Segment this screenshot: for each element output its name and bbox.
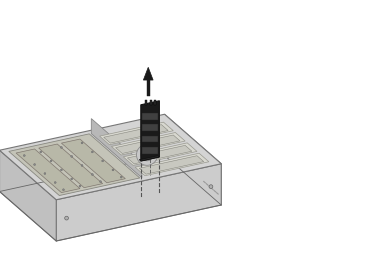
Polygon shape [0,114,221,200]
Polygon shape [123,143,197,165]
Circle shape [40,151,42,153]
Polygon shape [104,125,168,143]
Bar [154,100,156,105]
Polygon shape [116,135,180,153]
Polygon shape [135,153,209,176]
Polygon shape [0,150,56,241]
Circle shape [44,173,46,174]
Circle shape [100,181,102,183]
Polygon shape [100,122,173,145]
Bar [144,100,147,105]
Circle shape [64,216,68,220]
Bar [142,113,158,120]
Polygon shape [62,139,125,183]
Circle shape [102,160,104,162]
Circle shape [209,185,213,188]
Polygon shape [39,144,103,188]
Circle shape [136,144,158,165]
Circle shape [71,178,73,180]
Polygon shape [141,101,159,161]
Circle shape [60,147,62,148]
Circle shape [34,163,36,165]
Circle shape [92,151,93,153]
Circle shape [81,142,83,144]
Circle shape [112,169,114,171]
Polygon shape [128,145,192,164]
Circle shape [79,185,81,187]
Circle shape [92,174,93,175]
Polygon shape [92,119,142,178]
Circle shape [141,149,153,161]
Circle shape [81,165,83,166]
Circle shape [71,156,73,157]
Bar [142,147,158,154]
Polygon shape [143,67,153,80]
Polygon shape [139,156,204,174]
Bar [150,100,152,105]
Polygon shape [16,149,80,193]
Polygon shape [165,114,221,205]
Polygon shape [56,164,221,241]
Circle shape [50,160,52,162]
Bar [147,79,150,96]
Polygon shape [9,134,140,196]
Circle shape [54,182,56,184]
Circle shape [23,154,25,156]
Polygon shape [139,156,159,161]
Circle shape [63,189,64,191]
Polygon shape [111,132,185,155]
Circle shape [60,169,62,171]
Circle shape [120,176,122,178]
Bar [142,124,158,131]
Bar [142,135,158,142]
